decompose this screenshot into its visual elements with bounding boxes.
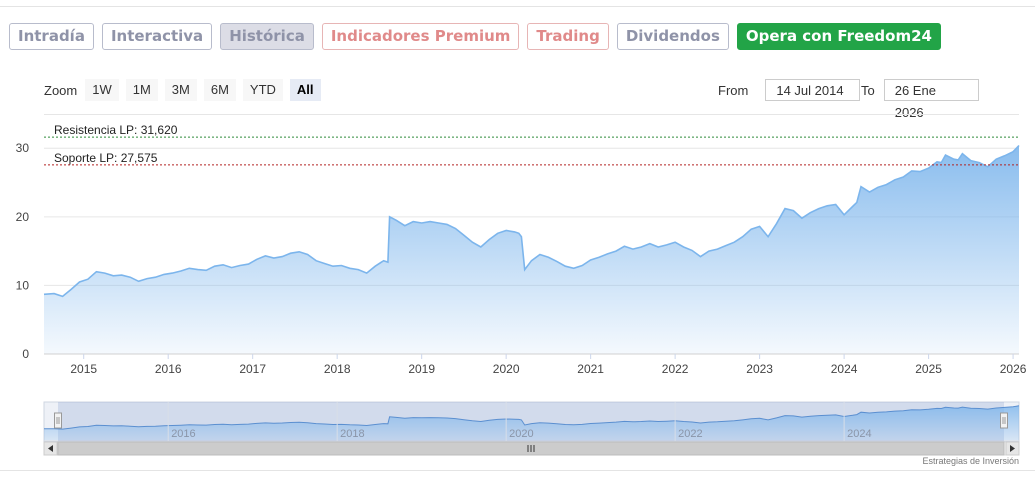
y-tick-label: 20 — [16, 210, 30, 224]
price-line[interactable] — [43, 144, 1020, 298]
x-tick-label: 2018 — [324, 362, 351, 376]
navigator-tick-label: 2024 — [847, 428, 871, 440]
zoom-6m-button[interactable]: 6M — [203, 79, 236, 101]
scroll-right-arrow-icon — [1010, 445, 1015, 452]
navigator-tick-label: 2022 — [678, 428, 702, 440]
support-label: Soporte LP: 27,575 — [54, 151, 158, 165]
y-tick-label: 0 — [22, 347, 29, 361]
price-chart[interactable]: 0 10 20 30 Resistencia LP: 31,620 Soporte LP:… — [0, 0, 1035, 470]
zoom-1w-button[interactable]: 1W — [85, 79, 119, 101]
x-tick-label: 2024 — [831, 362, 858, 376]
tab-intrad-a[interactable]: Intradía — [9, 23, 94, 50]
navigator-tick-label: 2018 — [340, 428, 364, 440]
navigator-tick-label: 2020 — [509, 428, 533, 440]
from-range: From 14 Jul 2014 — [718, 79, 861, 101]
y-tick-label: 30 — [16, 141, 30, 155]
x-tick-label: 2019 — [408, 362, 435, 376]
x-tick-label: 2022 — [662, 362, 689, 376]
navigator-area — [44, 405, 1019, 440]
zoom-3m-button[interactable]: 3M — [164, 79, 197, 101]
bottom-divider — [0, 470, 1035, 471]
tab-opera-con-freedom24[interactable]: Opera con Freedom24 — [736, 23, 941, 50]
from-label: From — [718, 82, 749, 98]
zoom-all-button[interactable]: All — [289, 79, 321, 101]
x-tick-label: 2015 — [70, 362, 97, 376]
tab-interactiva[interactable]: Interactiva — [101, 23, 213, 50]
to-date-input[interactable]: 26 Ene 2026 — [883, 79, 979, 120]
x-tick-label: 2023 — [746, 362, 773, 376]
x-tick-label: 2016 — [155, 362, 182, 376]
tab-dividendos[interactable]: Dividendos — [616, 23, 729, 50]
price-area — [44, 145, 1019, 354]
tab-trading[interactable]: Trading — [527, 23, 609, 50]
toolbar-divider — [44, 114, 1019, 115]
tab-hist-rica[interactable]: Histórica — [220, 23, 314, 50]
zoom-selector: Zoom 1W 1M 3M 6M YTD All — [44, 79, 328, 101]
x-tick-label: 2026 — [1000, 362, 1027, 376]
x-tick-label: 2020 — [493, 362, 520, 376]
from-date-input[interactable]: 14 Jul 2014 — [765, 79, 861, 101]
zoom-label: Zoom — [44, 82, 78, 98]
navigator-line — [43, 405, 1020, 430]
credit-text: Estrategias de Inversión — [922, 456, 1019, 466]
navigator-tick-label: 2016 — [171, 428, 195, 440]
navigator-left-handle[interactable] — [54, 412, 62, 429]
zoom-buttons: 1W 1M 3M 6M YTD All — [85, 79, 327, 101]
top-divider — [0, 6, 1035, 7]
view-tabs: Intradía Interactiva Histórica Indicadores … — [9, 23, 941, 50]
x-tick-label: 2021 — [577, 362, 604, 376]
x-tick-label: 2017 — [239, 362, 266, 376]
zoom-1m-button[interactable]: 1M — [125, 79, 158, 101]
zoom-ytd-button[interactable]: YTD — [242, 79, 283, 101]
to-label: To — [861, 82, 875, 98]
resistance-label: Resistencia LP: 31,620 — [54, 123, 178, 137]
to-range: To 26 Ene 2026 — [861, 79, 979, 120]
navigator-right-handle[interactable] — [1000, 412, 1008, 429]
tab-indicadores-premium[interactable]: Indicadores Premium — [321, 23, 520, 50]
x-tick-label: 2025 — [915, 362, 942, 376]
scroll-left-arrow-icon — [48, 445, 53, 452]
y-tick-label: 10 — [16, 278, 30, 292]
